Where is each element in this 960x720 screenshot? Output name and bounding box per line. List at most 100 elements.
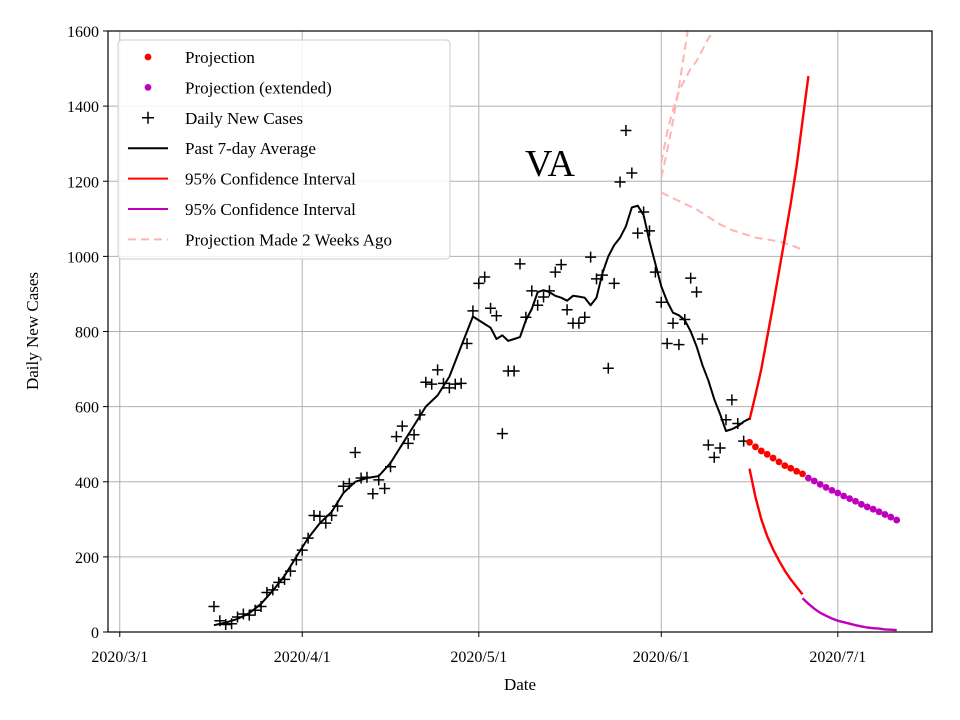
projection-dot — [875, 508, 883, 516]
legend-label: Projection Made 2 Weeks Ago — [185, 230, 392, 249]
legend-label: 95% Confidence Interval — [185, 170, 356, 189]
daily-case-marker — [214, 615, 226, 627]
legend-plus-icon — [142, 111, 154, 124]
y-tick-label: 400 — [75, 475, 99, 492]
legend-entry: Past 7-day Average — [128, 139, 316, 158]
projection-dot — [869, 505, 877, 513]
daily-case-marker — [385, 461, 397, 473]
daily-case-marker — [555, 259, 567, 271]
x-tick-label: 2020/5/1 — [450, 649, 507, 666]
daily-case-marker — [538, 291, 550, 303]
y-tick-label: 600 — [75, 400, 99, 417]
legend-entry: Projection — [144, 48, 255, 67]
daily-case-marker — [390, 431, 402, 443]
legend-dot-icon — [144, 53, 152, 61]
legend-entry: 95% Confidence Interval — [128, 200, 356, 219]
projection-dot — [810, 477, 818, 485]
daily-case-marker — [638, 206, 650, 218]
daily-case-marker — [661, 338, 673, 350]
daily-case-marker — [420, 376, 432, 388]
series-line — [748, 75, 810, 421]
y-tick-label: 1000 — [67, 249, 99, 266]
daily-case-marker — [626, 167, 638, 179]
series-line — [660, 31, 689, 178]
daily-case-marker — [343, 478, 355, 490]
daily-case-marker — [643, 225, 655, 237]
daily-case-marker — [561, 304, 573, 316]
legend-label: Projection — [185, 48, 255, 67]
x-tick-label: 2020/7/1 — [809, 649, 866, 666]
legend-entry: 95% Confidence Interval — [128, 170, 356, 189]
daily-case-marker — [673, 339, 685, 351]
x-axis-label: Date — [504, 675, 536, 694]
daily-case-marker — [702, 439, 714, 451]
daily-case-marker — [667, 317, 679, 329]
y-axis-label: Daily New Cases — [23, 272, 42, 390]
daily-case-marker — [379, 483, 391, 495]
daily-case-marker — [526, 285, 538, 297]
y-tick-label: 800 — [75, 325, 99, 342]
daily-case-marker — [726, 394, 738, 406]
projection-dot — [857, 500, 865, 508]
daily-case-marker — [732, 418, 744, 430]
series-95-confidence-interval-5 — [801, 597, 897, 632]
projection-dot — [769, 454, 777, 462]
series-line — [660, 191, 803, 251]
daily-case-marker — [408, 429, 420, 441]
daily-case-marker — [426, 378, 438, 390]
daily-case-marker — [720, 414, 732, 426]
daily-case-marker — [284, 565, 296, 577]
daily-case-marker — [361, 471, 373, 483]
daily-case-marker — [520, 311, 532, 323]
daily-case-marker — [473, 277, 485, 289]
daily-case-marker — [443, 382, 455, 394]
daily-case-marker — [255, 600, 267, 612]
legend-label: Daily New Cases — [185, 109, 303, 128]
daily-case-marker — [461, 338, 473, 350]
daily-case-marker — [608, 277, 620, 289]
daily-case-marker — [649, 266, 661, 278]
daily-case-marker — [467, 305, 479, 317]
daily-case-marker — [314, 510, 326, 522]
daily-case-marker — [485, 302, 497, 314]
daily-case-marker — [402, 437, 414, 449]
daily-case-marker — [290, 554, 302, 566]
daily-case-marker — [226, 618, 238, 630]
daily-case-marker — [337, 480, 349, 492]
daily-case-marker — [249, 604, 261, 616]
daily-case-marker — [679, 313, 691, 325]
daily-case-marker — [308, 510, 320, 522]
daily-case-marker — [614, 176, 626, 188]
daily-case-marker — [332, 500, 344, 512]
projection-dot — [893, 516, 901, 524]
daily-case-marker — [602, 362, 614, 374]
daily-case-marker — [496, 428, 508, 440]
daily-case-marker — [696, 333, 708, 345]
projection-dot — [828, 486, 836, 494]
daily-case-marker — [367, 488, 379, 500]
y-tick-label: 1400 — [67, 99, 99, 116]
daily-case-marker — [532, 299, 544, 311]
series-projection-2 — [746, 438, 806, 478]
daily-case-marker — [591, 273, 603, 285]
daily-case-marker — [243, 609, 255, 621]
daily-case-marker — [267, 584, 279, 596]
daily-case-marker — [208, 600, 220, 612]
daily-case-marker — [514, 258, 526, 270]
daily-case-marker — [585, 251, 597, 263]
projection-dot — [775, 458, 783, 466]
projection-dot — [846, 495, 853, 503]
legend-dot-icon — [144, 84, 152, 91]
daily-case-marker — [479, 271, 491, 283]
daily-case-marker — [596, 269, 608, 281]
series-line — [748, 468, 804, 596]
projection-dot — [834, 489, 842, 497]
daily-case-marker — [296, 544, 308, 556]
daily-case-marker — [543, 285, 555, 297]
daily-case-marker — [320, 517, 332, 529]
projection-dot — [799, 470, 806, 478]
series-projection-made-2-weeks-ago-6 — [660, 31, 803, 251]
projection-dot — [757, 447, 765, 455]
projection-dot — [781, 462, 789, 469]
daily-case-marker — [279, 573, 291, 585]
